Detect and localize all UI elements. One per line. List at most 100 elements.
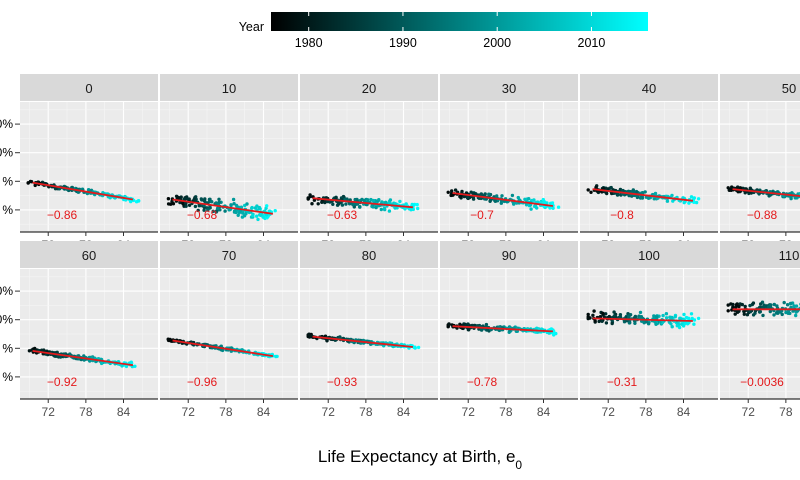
data-point xyxy=(193,204,198,209)
data-point xyxy=(610,321,614,326)
facet-strip xyxy=(20,74,158,101)
data-point xyxy=(217,200,221,204)
fit-line xyxy=(312,335,414,348)
data-point xyxy=(620,189,624,193)
data-point xyxy=(86,188,91,192)
data-point xyxy=(726,303,730,307)
data-point xyxy=(499,201,503,205)
data-point xyxy=(667,320,672,324)
facet-strip-label: 40 xyxy=(642,81,656,96)
x-tick-label: 84 xyxy=(257,405,271,419)
data-point xyxy=(320,200,324,204)
x-axis-title-main: Life Expectancy at Birth, e xyxy=(318,447,516,466)
data-point xyxy=(673,315,677,319)
data-point xyxy=(447,322,451,326)
data-point xyxy=(646,322,651,326)
correlation-label: −0.8 xyxy=(610,208,634,222)
data-point xyxy=(729,302,733,306)
x-tick-label: 72 xyxy=(742,405,756,419)
data-point xyxy=(751,313,756,317)
data-point xyxy=(53,187,58,191)
data-point xyxy=(206,208,210,212)
legend-ticks: 1980 1990 2000 2010 xyxy=(295,12,605,50)
data-point xyxy=(794,304,799,308)
data-point xyxy=(789,196,793,201)
data-point xyxy=(731,305,735,309)
data-point xyxy=(40,348,44,352)
data-point xyxy=(306,196,310,200)
data-point xyxy=(638,310,643,315)
data-point xyxy=(488,199,492,203)
data-point xyxy=(255,214,259,218)
fit-line xyxy=(32,350,134,367)
data-point xyxy=(593,319,597,323)
data-point xyxy=(758,305,762,309)
data-point xyxy=(336,200,341,205)
data-point xyxy=(586,312,590,317)
data-point xyxy=(782,300,786,305)
data-point xyxy=(612,310,616,314)
data-point xyxy=(726,309,730,313)
data-point xyxy=(236,213,240,217)
data-point xyxy=(388,198,393,202)
facet-strip xyxy=(160,74,298,101)
data-point xyxy=(759,302,763,306)
data-point xyxy=(542,200,547,204)
data-point xyxy=(500,194,504,198)
facet-strip xyxy=(160,241,298,268)
data-point xyxy=(382,206,387,211)
x-tick-label: 78 xyxy=(219,405,233,419)
panel-gridlines xyxy=(580,102,718,232)
data-point xyxy=(616,193,620,197)
data-point xyxy=(769,303,773,307)
data-point xyxy=(377,198,381,202)
data-point xyxy=(664,316,669,320)
data-point xyxy=(794,313,798,318)
data-point xyxy=(751,301,756,305)
panel-gridlines xyxy=(160,269,298,399)
data-point xyxy=(734,303,739,308)
y-tick-label: 0% xyxy=(0,117,13,131)
data-point xyxy=(758,310,762,314)
x-tick-label: 72 xyxy=(182,405,196,419)
data-point xyxy=(627,321,632,325)
panel-gridlines xyxy=(720,102,800,232)
data-point xyxy=(379,207,383,212)
data-point xyxy=(733,312,737,316)
facet-panels: 0 −0.86 72 78 84 10 −0.68 72 78 84 20 −0.63 72 78 84 30… xyxy=(0,74,800,419)
data-point xyxy=(601,311,605,316)
fit-line xyxy=(32,181,134,201)
data-point xyxy=(184,204,188,208)
facet-strip-label: 70 xyxy=(222,248,236,263)
data-point xyxy=(664,312,669,316)
data-point xyxy=(323,200,327,205)
data-point xyxy=(450,193,455,197)
data-point xyxy=(234,210,238,215)
data-point xyxy=(82,354,86,358)
data-point xyxy=(743,304,747,309)
data-point xyxy=(344,202,348,206)
data-point xyxy=(653,191,658,196)
x-tick-label: 84 xyxy=(397,405,411,419)
panel-gridlines xyxy=(300,269,438,399)
data-point xyxy=(670,315,674,320)
facet-strip-label: 10 xyxy=(222,81,236,96)
data-point xyxy=(211,209,215,213)
y-tick-label: 0% xyxy=(0,313,13,327)
data-point xyxy=(194,195,198,199)
facet-strip-label: 0 xyxy=(85,81,92,96)
data-point xyxy=(646,196,651,200)
data-point xyxy=(257,207,261,211)
data-point xyxy=(120,363,125,368)
facet-strip-label: 30 xyxy=(502,81,516,96)
data-point xyxy=(737,309,741,313)
data-point xyxy=(446,190,450,194)
data-point xyxy=(604,312,608,316)
data-point xyxy=(58,355,63,359)
y-tick-label: 0% xyxy=(0,146,13,160)
data-point xyxy=(273,209,277,213)
data-point xyxy=(446,325,450,329)
